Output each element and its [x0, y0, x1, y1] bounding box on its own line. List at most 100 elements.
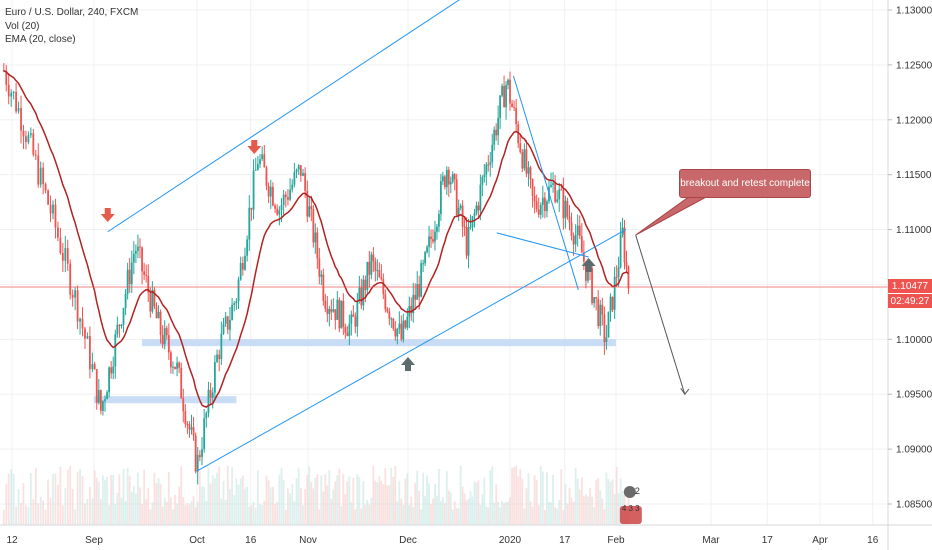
candle-body	[525, 149, 528, 174]
candle-body	[587, 266, 589, 281]
volume-bar	[157, 478, 160, 525]
candle-body	[250, 207, 253, 210]
candle-body	[141, 247, 143, 272]
volume-bar	[491, 466, 494, 525]
candle-body	[231, 305, 233, 320]
candle-body	[226, 316, 229, 330]
volume-bar	[424, 496, 427, 525]
candle-body	[165, 328, 168, 336]
callout-label[interactable]: breakout and retest complete	[679, 169, 811, 198]
candle-body	[394, 328, 397, 337]
candle-body	[426, 246, 428, 253]
volume-bar	[104, 480, 106, 525]
candle-body	[384, 294, 387, 310]
volume-bar	[99, 499, 102, 525]
volume-bar	[235, 478, 238, 525]
volume-bar	[386, 485, 389, 525]
volume-bar	[116, 492, 119, 525]
candle-body	[398, 323, 401, 329]
signal-arrows: 2 4 3 3	[100, 140, 642, 524]
wedge-upper-line	[512, 75, 579, 291]
legend-ema[interactable]: EMA (20, close)	[5, 34, 76, 45]
volume-bar	[336, 475, 339, 525]
candle-body	[406, 316, 409, 328]
candle-body	[623, 227, 626, 263]
candle-body	[159, 311, 162, 335]
candle-body	[507, 79, 509, 86]
candle-body	[216, 354, 218, 363]
volume-bar	[54, 473, 57, 525]
y-tick-label: 1.09000	[896, 445, 932, 456]
volume-bar	[252, 501, 255, 525]
candle-body	[235, 301, 238, 304]
volume-bar	[392, 476, 395, 525]
candle-body	[566, 200, 569, 217]
volume-bar	[362, 481, 365, 525]
volume-bar	[535, 480, 538, 525]
candle-body	[597, 298, 600, 327]
candle-body	[297, 165, 300, 170]
candle-body	[483, 174, 486, 178]
down-arrow-icon	[247, 140, 262, 154]
volume-bar	[174, 494, 176, 525]
volume-bar	[2, 509, 5, 525]
candle-body	[25, 136, 27, 143]
candle-body	[304, 173, 307, 191]
volume-bar	[615, 466, 618, 525]
volume-bar	[149, 509, 152, 525]
candle-body	[350, 314, 353, 324]
volume-bar	[568, 487, 571, 525]
volume-bar	[609, 481, 612, 525]
candle-body	[342, 300, 345, 327]
volume-bar	[515, 465, 518, 525]
candle-body	[546, 201, 548, 212]
volume-bar	[408, 505, 411, 525]
candle-body	[66, 248, 69, 264]
volume-bar	[110, 475, 113, 525]
volume-bar	[203, 486, 206, 525]
legend-symbol[interactable]: Euro / U.S. Dollar, 240, FXCM	[5, 7, 139, 18]
up-arrow-icon	[401, 357, 415, 371]
volume-bar	[334, 481, 337, 525]
candle-body	[352, 314, 355, 317]
volume-bar	[344, 494, 347, 525]
volume-bar	[485, 506, 488, 525]
volume-bar	[244, 488, 246, 525]
candle-body	[214, 362, 216, 393]
candle-body	[116, 324, 119, 335]
y-tick-label: 1.11500	[896, 170, 932, 181]
volume-bar	[591, 496, 593, 525]
candle-body	[533, 195, 536, 202]
y-tick-label: 1.08500	[896, 500, 932, 511]
x-tick-label: Sep	[85, 535, 103, 546]
candle-body	[47, 190, 49, 205]
volume-bar	[12, 473, 15, 525]
candle-body	[170, 352, 172, 368]
y-tick-label: 1.10000	[896, 335, 932, 346]
candle-body	[591, 268, 593, 304]
volume-bar	[364, 504, 367, 525]
candle-body	[110, 367, 113, 374]
candle-body	[447, 169, 450, 185]
volume-bar	[469, 491, 472, 525]
volume-bar	[194, 507, 197, 525]
volume-bar	[246, 486, 249, 525]
volume-bar	[89, 486, 91, 525]
volume-bar	[546, 472, 548, 525]
candle-body	[607, 311, 610, 338]
volume-bar	[354, 509, 357, 525]
volume-bar	[483, 477, 486, 525]
candle-body	[418, 284, 421, 297]
volume-bar	[66, 469, 69, 525]
volume-bar	[49, 497, 52, 525]
candle-body	[410, 305, 413, 314]
y-tick-label: 1.12500	[896, 60, 932, 71]
legend-volume[interactable]: Vol (20)	[5, 20, 40, 32]
volume-bar	[593, 507, 596, 525]
candle-body	[176, 362, 178, 369]
candle-body	[97, 390, 100, 403]
volume-bar	[465, 500, 468, 525]
volume-bar	[241, 475, 244, 525]
candle-body	[287, 197, 289, 200]
